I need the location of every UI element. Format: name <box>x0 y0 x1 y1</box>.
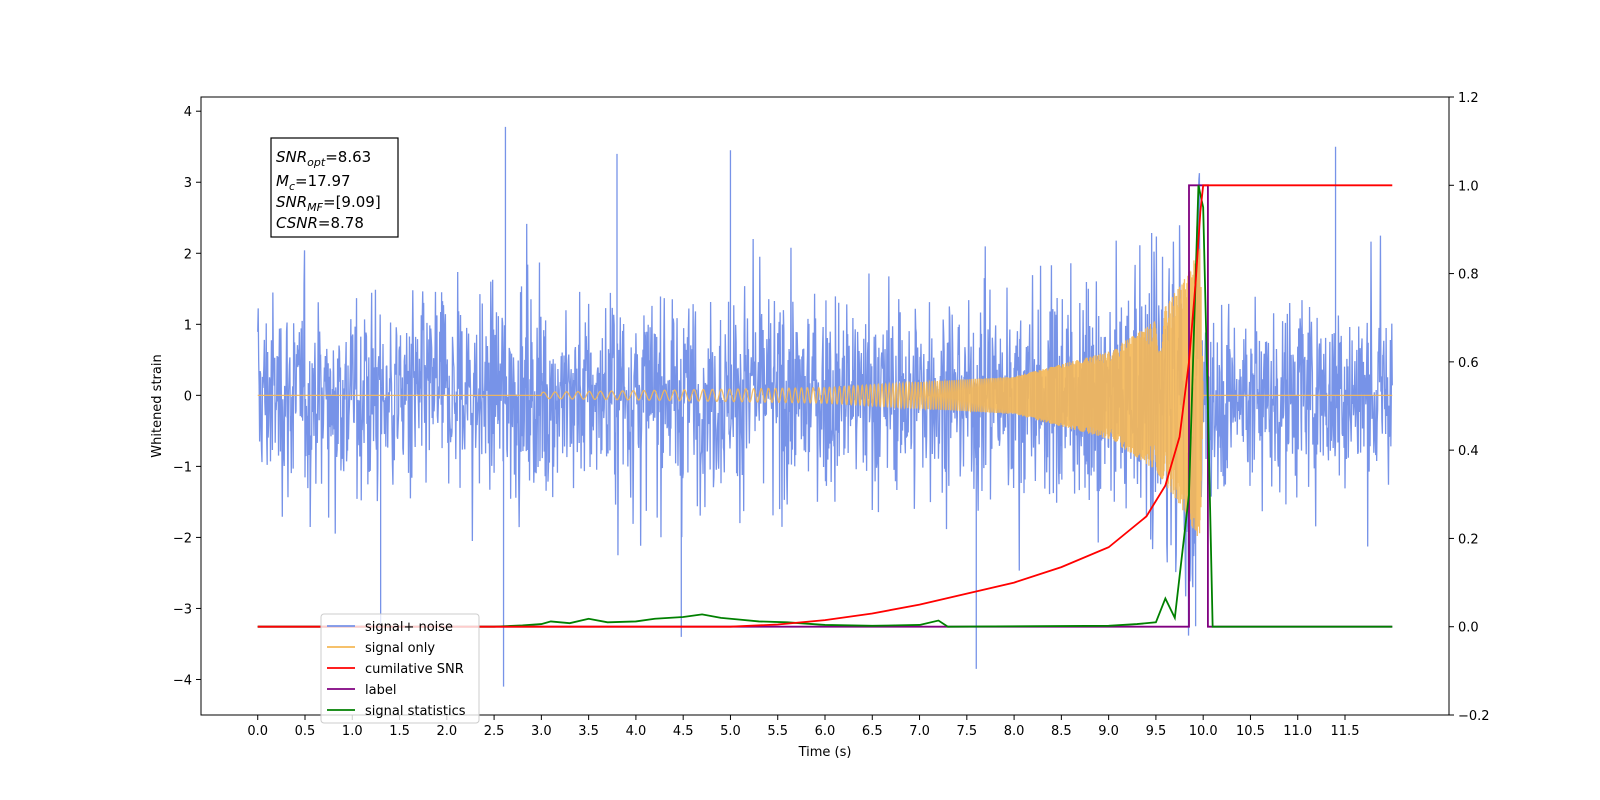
x-tick-label: 11.5 <box>1331 724 1360 739</box>
x-tick-label: 0.5 <box>295 724 316 739</box>
legend-entry: signal statistics <box>365 704 466 719</box>
legend-entry: signal+ noise <box>365 620 453 635</box>
y-axis-label: Whitened strain <box>150 354 165 457</box>
x-tick-label: 0.0 <box>247 724 268 739</box>
x-tick-label: 10.5 <box>1236 724 1265 739</box>
stat-csnr: CSNR=8.78 <box>276 214 364 232</box>
y2-tick-label: 0.0 <box>1458 621 1479 636</box>
y-tick-label: 2 <box>184 247 192 262</box>
y2-tick-label: −0.2 <box>1458 709 1490 724</box>
legend-frame <box>320 613 480 724</box>
y2-tick-label: 0.8 <box>1458 268 1479 283</box>
x-tick-label: 7.0 <box>909 724 930 739</box>
stat-snr-mf: SNRMF=[9.09] <box>276 193 381 214</box>
x-tick-label: 8.5 <box>1051 724 1072 739</box>
stats-box-frame <box>270 137 399 238</box>
x-tick-label: 6.5 <box>862 724 883 739</box>
y-tick-label: −2 <box>173 531 192 546</box>
y-tick-label: −4 <box>173 673 192 688</box>
x-tick-label: 5.5 <box>767 724 788 739</box>
legend-entry: label <box>365 683 396 698</box>
y-tick-label: −3 <box>173 602 192 617</box>
x-tick-label: 1.5 <box>389 724 410 739</box>
x-tick-label: 10.0 <box>1189 724 1218 739</box>
y2-tick-label: 0.4 <box>1458 444 1479 459</box>
x-tick-label: 1.0 <box>342 724 363 739</box>
y2-tick-label: 0.2 <box>1458 532 1479 547</box>
x-tick-label: 4.5 <box>673 724 694 739</box>
legend-entry: cumilative SNR <box>365 662 464 677</box>
series-signal-only-line <box>257 248 1393 536</box>
x-tick-label: 9.0 <box>1098 724 1119 739</box>
x-tick-label: 6.0 <box>815 724 836 739</box>
plot-area <box>257 126 1393 687</box>
y-tick-label: 3 <box>184 176 192 191</box>
x-axis-label: Time (s) <box>798 745 852 760</box>
x-tick-label: 4.0 <box>626 724 647 739</box>
x-tick-label: 3.5 <box>578 724 599 739</box>
series-cumilative-snr-line <box>257 184 1393 628</box>
x-tick-label: 9.5 <box>1146 724 1167 739</box>
stat-mc: Mc=17.97 <box>276 172 351 193</box>
x-tick-label: 7.5 <box>956 724 977 739</box>
x-tick-label: 8.0 <box>1004 724 1025 739</box>
legend-entry: signal only <box>365 641 435 656</box>
y2-tick-label: 1.0 <box>1458 179 1479 194</box>
y-tick-label: 1 <box>184 318 192 333</box>
y2-tick-label: 0.6 <box>1458 356 1479 371</box>
series-signal-statistics-line <box>257 185 1393 628</box>
x-tick-label: 2.5 <box>484 724 505 739</box>
y2-tick-label: 1.2 <box>1458 91 1479 106</box>
stat-snr-opt: SNRopt=8.63 <box>276 148 371 169</box>
legend: signal+ noise signal only cumilative SNR la… <box>320 613 480 724</box>
x-tick-label: 2.0 <box>436 724 457 739</box>
y-tick-label: −1 <box>173 460 192 475</box>
x-tick-label: 3.0 <box>531 724 552 739</box>
stats-box: SNRopt=8.63 Mc=17.97 SNRMF=[9.09] CSNR=8… <box>270 137 399 238</box>
x-tick-label: 11.0 <box>1283 724 1312 739</box>
axes: 0.0 0.5 1.0 1.5 2.0 2.5 3.0 3.5 4.0 4.5 5.0 5.5 6.0 6… <box>150 91 1490 760</box>
x-tick-label: 5.0 <box>720 724 741 739</box>
y-tick-label: 4 <box>184 105 192 120</box>
y-tick-label: 0 <box>184 389 192 404</box>
